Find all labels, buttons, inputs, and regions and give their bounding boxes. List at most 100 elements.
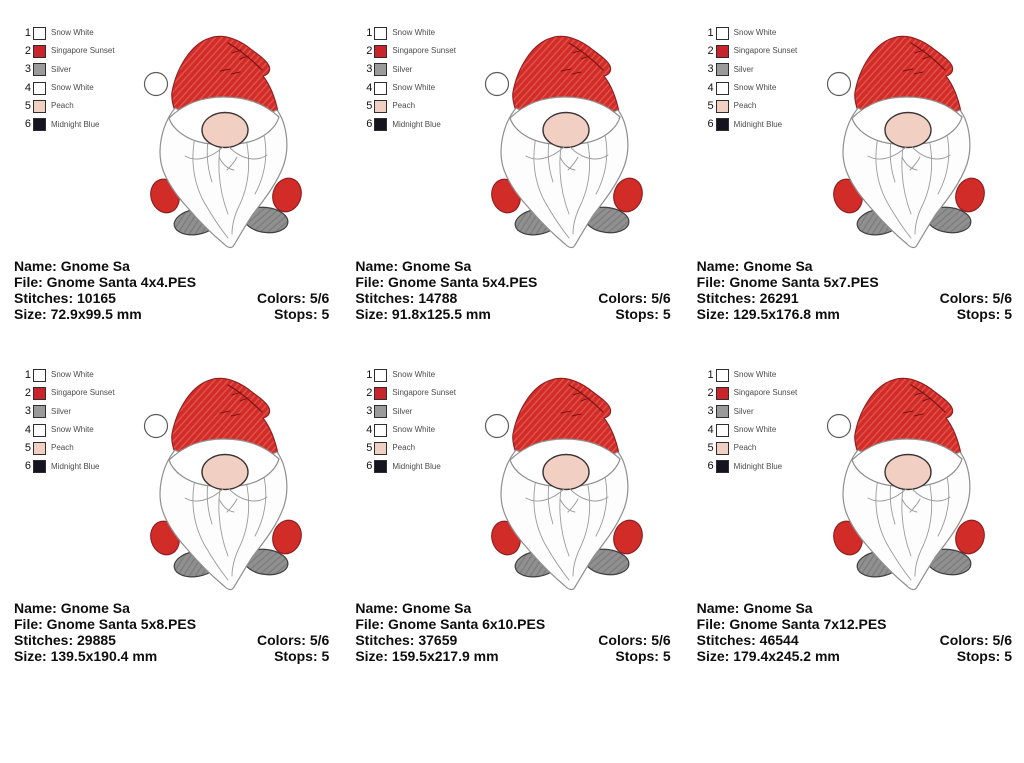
stops-label: Stops:	[956, 648, 1001, 664]
name-label: Name:	[355, 258, 399, 274]
thread-swatch	[33, 423, 46, 437]
size-value: 159.5x217.9 mm	[391, 648, 499, 664]
pom-pom	[143, 71, 169, 97]
thread-name: Peach	[733, 101, 757, 111]
nose	[201, 453, 249, 491]
file-value: Gnome Santa 5x4.PES	[388, 274, 538, 290]
name-label: Name:	[696, 258, 740, 274]
thread-name: Peach	[51, 443, 74, 453]
thread-name: Midnight Blue	[51, 119, 100, 129]
stitches-pair: Stitches: 14788	[355, 290, 457, 306]
thread-swatch	[33, 63, 46, 77]
colors-label: Colors:	[939, 290, 989, 306]
thread-name: Snow White	[733, 83, 777, 93]
colors-pair: Colors: 5/6	[940, 290, 1012, 306]
mustache	[525, 488, 609, 513]
legend-row: 1 Snow White	[22, 24, 115, 42]
meta-name-line: Name: Gnome Sa	[14, 258, 329, 274]
thread-number: 4	[24, 423, 31, 436]
thread-swatch	[374, 26, 388, 40]
thread-swatch	[374, 423, 388, 437]
thread-number: 6	[366, 118, 373, 131]
thread-number: 1	[366, 368, 373, 381]
thread-color-legend: 1 Snow White 2 Singapore Sunset 3 Silver…	[363, 366, 456, 476]
thread-swatch	[33, 99, 46, 113]
thread-swatch	[374, 81, 388, 95]
thread-number: 6	[707, 460, 714, 473]
thread-name: Snow White	[733, 28, 777, 38]
name-label: Name:	[696, 600, 740, 616]
legend-row: 6 Midnight Blue	[22, 115, 115, 133]
stops-label: Stops:	[615, 306, 659, 322]
thread-swatch	[33, 26, 46, 40]
thread-number: 3	[24, 63, 31, 76]
thread-number: 4	[366, 81, 373, 94]
thread-number: 5	[366, 441, 373, 454]
meta-file-line: File: Gnome Santa 7x12.PES	[697, 616, 1012, 632]
santa-hat	[512, 377, 620, 457]
nose	[201, 111, 249, 149]
colors-label: Colors:	[256, 632, 306, 648]
thread-name: Singapore Sunset	[51, 46, 115, 56]
stitches-label: Stitches:	[696, 632, 756, 648]
thread-swatch	[374, 44, 388, 58]
stitches-label: Stitches:	[14, 290, 74, 306]
name-value: Gnome Sa	[60, 258, 130, 274]
thread-number: 3	[24, 405, 31, 418]
legend-row: 1 Snow White	[705, 366, 798, 384]
file-value: Gnome Santa 4x4.PES	[46, 274, 197, 290]
legend-row: 1 Snow White	[363, 366, 456, 384]
legend-row: 3 Silver	[705, 61, 798, 79]
thread-swatch	[374, 441, 388, 455]
size-pair: Size: 72.9x99.5 mm	[14, 306, 142, 322]
colors-value: 5/6	[309, 632, 330, 648]
meta-file-line: File: Gnome Santa 5x7.PES	[697, 274, 1012, 290]
legend-row: 6 Midnight Blue	[22, 457, 115, 475]
thread-number: 2	[707, 386, 714, 399]
legend-row: 4 Snow White	[705, 421, 798, 439]
right-mitten	[272, 177, 302, 213]
thread-name: Peach	[733, 443, 757, 453]
beard	[842, 107, 971, 249]
design-panel: 1 Snow White 2 Singapore Sunset 3 Silver…	[341, 342, 683, 684]
size-pair: Size: 159.5x217.9 mm	[355, 648, 498, 664]
thread-swatch	[715, 99, 729, 113]
stops-value: 5	[662, 306, 671, 322]
gnome-santa-image	[826, 377, 985, 591]
legend-row: 3 Silver	[705, 403, 798, 421]
legend-row: 4 Snow White	[22, 421, 115, 439]
gnome-santa-artwork	[481, 30, 644, 250]
legend-row: 2 Singapore Sunset	[705, 384, 797, 402]
meta-size-line: Size: 72.9x99.5 mm Stops: 5	[14, 306, 329, 322]
thread-name: Snow White	[392, 425, 436, 435]
design-panel: 1 Snow White 2 Singapore Sunset 3 Silver…	[0, 0, 342, 342]
meta-size-line: Size: 179.4x245.2 mm Stops: 5	[697, 648, 1012, 664]
file-value: Gnome Santa 5x7.PES	[729, 274, 879, 290]
thread-number: 4	[707, 423, 714, 436]
legend-row: 3 Silver	[363, 403, 456, 421]
size-label: Size:	[696, 648, 730, 664]
mustache	[525, 146, 609, 171]
thread-swatch	[374, 405, 388, 419]
thread-number: 2	[366, 386, 373, 399]
thread-swatch	[33, 81, 46, 95]
thread-number: 3	[707, 405, 714, 418]
thread-name: Singapore Sunset	[392, 388, 456, 398]
right-mitten	[272, 519, 302, 555]
stitches-pair: Stitches: 46544	[697, 632, 799, 648]
design-meta: Name: Gnome Sa File: Gnome Santa 4x4.PES…	[14, 258, 329, 322]
thread-number: 1	[707, 26, 714, 39]
meta-file-line: File: Gnome Santa 6x10.PES	[355, 616, 670, 632]
meta-size-line: Size: 129.5x176.8 mm Stops: 5	[697, 306, 1012, 322]
stitches-label: Stitches:	[696, 290, 756, 306]
stitches-value: 46544	[759, 632, 799, 648]
stitches-label: Stitches:	[355, 632, 415, 648]
thread-swatch	[374, 368, 388, 382]
colors-value: 5/6	[651, 290, 671, 306]
meta-file-line: File: Gnome Santa 5x8.PES	[14, 616, 329, 632]
mustache	[184, 146, 268, 171]
colors-value: 5/6	[992, 632, 1012, 648]
pom-pom	[826, 71, 851, 97]
design-meta: Name: Gnome Sa File: Gnome Santa 7x12.PE…	[697, 600, 1012, 664]
